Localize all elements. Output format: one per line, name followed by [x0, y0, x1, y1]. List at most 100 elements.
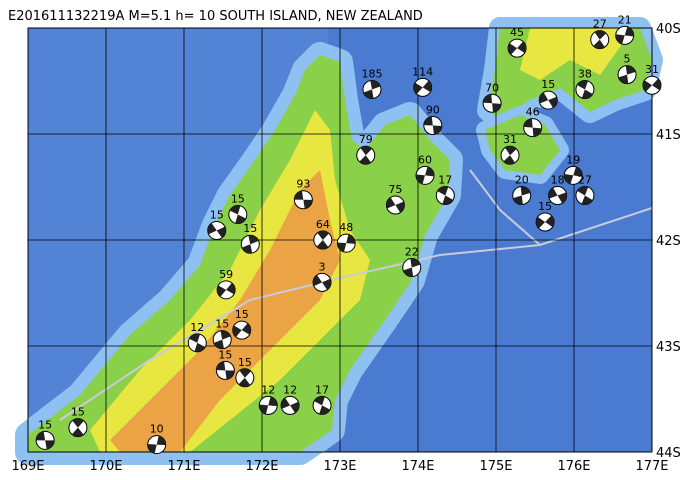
beachball-quadrant — [557, 192, 567, 204]
beachball-quadrant — [241, 244, 253, 254]
beachball-quadrant — [248, 235, 259, 245]
beachball-quadrant — [548, 187, 558, 199]
beachball — [617, 65, 637, 85]
depth-label: 5 — [624, 53, 631, 66]
beachball-quadrant — [425, 166, 435, 177]
depth-label: 27 — [593, 18, 607, 31]
beachball-quadrant — [316, 240, 329, 249]
beachball-quadrant — [437, 186, 449, 196]
depth-label: 15 — [538, 200, 552, 213]
beachball-quadrant — [643, 80, 652, 92]
beachball — [642, 75, 662, 95]
beachball — [415, 165, 435, 185]
beachball-quadrant — [505, 146, 517, 156]
beachball-quadrant — [423, 116, 433, 126]
beachball-quadrant — [194, 342, 206, 352]
lat-label: 43S — [656, 340, 681, 355]
depth-label: 75 — [388, 183, 402, 196]
beachball-quadrant — [532, 127, 542, 137]
depth-label: 27 — [578, 173, 592, 186]
depth-label: 45 — [510, 26, 524, 39]
beachball — [313, 230, 333, 250]
depth-label: 15 — [210, 208, 224, 221]
beachball-quadrant — [317, 231, 329, 240]
beachball — [147, 435, 167, 455]
depth-label: 12 — [261, 383, 275, 396]
beachball-quadrant — [217, 285, 227, 297]
depth-label: 15 — [215, 318, 229, 331]
depth-label: 17 — [315, 383, 329, 396]
beachball-quadrant — [625, 65, 636, 75]
beachball — [548, 185, 568, 205]
beachball-quadrant — [548, 96, 558, 108]
beachball-quadrant — [503, 155, 516, 165]
beachball-quadrant — [359, 155, 371, 165]
depth-label: 46 — [526, 106, 540, 119]
beachball — [356, 145, 376, 165]
beachball-quadrant — [303, 199, 313, 209]
depth-label: 18 — [551, 173, 565, 186]
beachball-quadrant — [290, 401, 300, 413]
depth-label: 31 — [503, 133, 517, 146]
beachball-quadrant — [281, 397, 291, 409]
beachball — [228, 205, 248, 225]
beachball-quadrant — [216, 226, 226, 238]
beachball — [500, 145, 520, 165]
lon-label: 176E — [557, 459, 590, 474]
beachball-quadrant — [226, 282, 236, 295]
beachball-quadrant — [45, 440, 55, 450]
beachball — [362, 79, 382, 99]
beachball-quadrant — [442, 195, 454, 205]
beachball — [507, 38, 527, 58]
depth-label: 3 — [319, 260, 326, 273]
beachball-quadrant — [395, 201, 405, 213]
beachball — [336, 233, 356, 253]
beachball-quadrant — [581, 89, 593, 99]
beachball — [482, 93, 502, 113]
beachball — [538, 90, 558, 110]
beachball-quadrant — [536, 216, 546, 229]
beachball-quadrant — [319, 405, 330, 415]
lat-label: 42S — [656, 234, 681, 249]
lon-label: 173E — [323, 459, 356, 474]
beachball-quadrant — [241, 323, 251, 335]
beachball-quadrant — [520, 186, 531, 196]
beachball-quadrant — [483, 94, 493, 104]
beachball-quadrant — [268, 396, 278, 407]
beachball-quadrant — [360, 146, 373, 156]
depth-label: 15 — [541, 78, 555, 91]
beachball-quadrant — [314, 396, 325, 406]
depth-label: 60 — [418, 153, 432, 166]
lon-label: 171E — [167, 459, 200, 474]
beachball — [258, 395, 278, 415]
depth-label: 70 — [485, 81, 499, 94]
beachball-quadrant — [573, 166, 583, 177]
beachball-quadrant — [232, 325, 242, 337]
beachball — [240, 234, 260, 254]
beachball — [615, 25, 635, 45]
depth-label: 15 — [218, 348, 232, 361]
beachball-quadrant — [410, 258, 421, 268]
depth-label: 21 — [618, 13, 632, 26]
beachball-quadrant — [322, 278, 332, 290]
beachball-quadrant — [220, 330, 231, 340]
frame — [27, 27, 653, 453]
depth-label: 15 — [235, 308, 249, 321]
beachball-quadrant — [413, 82, 423, 95]
beachball-quadrant — [239, 368, 252, 378]
beachball-quadrant — [337, 242, 347, 252]
beachball — [423, 116, 443, 136]
beachball — [187, 333, 207, 353]
beachball-quadrant — [225, 370, 235, 380]
depth-label: 48 — [339, 221, 353, 234]
beachball-quadrant — [147, 444, 157, 454]
depth-label: 15 — [243, 222, 257, 235]
depth-label: 17 — [438, 173, 452, 186]
beachball-quadrant — [492, 103, 502, 113]
beachball-quadrant — [594, 30, 607, 40]
beachball — [385, 195, 405, 215]
beachball-quadrant — [577, 80, 589, 90]
beachball-quadrant — [564, 174, 574, 184]
